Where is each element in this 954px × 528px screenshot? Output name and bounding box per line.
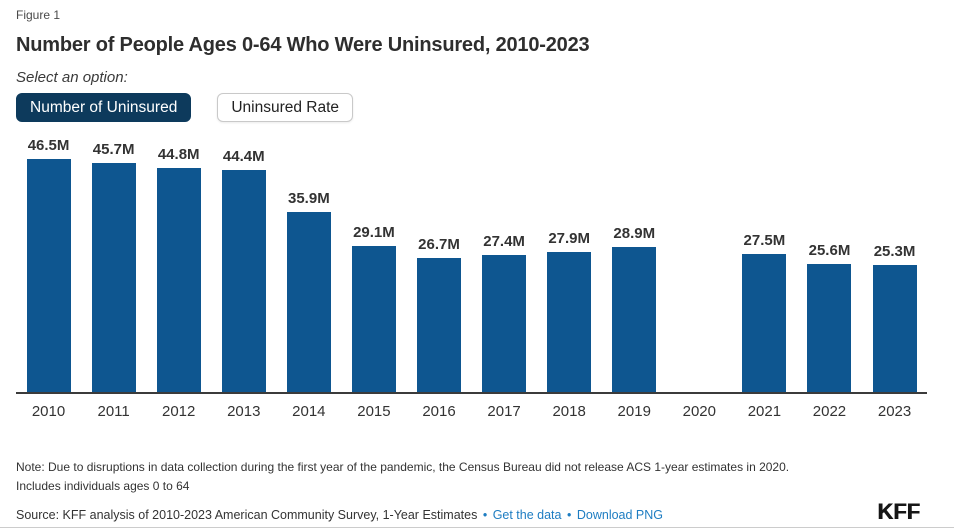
bar-column-2019: 28.9M — [602, 225, 667, 392]
bar-column-2023: 25.3M — [862, 243, 927, 392]
x-axis-label-2018: 2018 — [552, 402, 586, 420]
figure-label: Figure 1 — [16, 8, 61, 22]
bar-column-2022: 25.6M — [797, 242, 862, 392]
x-axis-label-2012: 2012 — [162, 402, 196, 420]
note-line-2: Includes individuals ages 0 to 64 — [16, 478, 190, 493]
x-axis-label-2011: 2011 — [97, 402, 130, 420]
bar-2022[interactable] — [807, 263, 852, 392]
bar-column-2013: 44.4M — [211, 148, 276, 392]
x-axis-label-2022: 2022 — [812, 402, 847, 420]
toggle-number-of-uninsured[interactable]: Number of Uninsured — [16, 92, 192, 122]
bar-2023[interactable] — [872, 264, 917, 392]
x-axis-label-2013: 2013 — [227, 402, 261, 420]
bar-value-label: 26.7M — [418, 235, 460, 253]
bar-value-label: 25.6M — [808, 241, 851, 259]
x-axis-label-2021: 2021 — [747, 402, 782, 420]
source-text: Source: KFF analysis of 2010-2023 Americ… — [16, 508, 663, 522]
bar-value-label: 29.1M — [353, 223, 395, 241]
chart-title: Number of People Ages 0-64 Who Were Unin… — [16, 33, 590, 56]
bar-column-2014: 35.9M — [276, 190, 341, 392]
select-option-prompt: Select an option: — [16, 68, 128, 86]
source-prefix: Source: KFF analysis of 2010-2023 Americ… — [16, 507, 478, 522]
bar-value-label: 25.3M — [873, 242, 916, 260]
bar-value-label: 27.4M — [483, 232, 525, 250]
x-axis-label-2016: 2016 — [422, 402, 456, 420]
bar-column-2011: 45.7M — [81, 141, 146, 392]
bar-value-label: 44.4M — [222, 147, 265, 165]
bar-column-2010: 46.5M — [16, 137, 81, 392]
x-axis: 2010 2011 2012 2013 2014 2015 2016 2017 2018 2019… — [16, 394, 927, 420]
bar-2013[interactable] — [221, 169, 266, 392]
bar-column-2021: 27.5M — [732, 232, 797, 392]
x-axis-label-2017: 2017 — [487, 402, 521, 420]
footer-divider — [0, 526, 954, 528]
bar-column-2016: 26.7M — [406, 236, 471, 392]
bar-2017[interactable] — [482, 254, 527, 392]
bar-2019[interactable] — [612, 246, 657, 392]
x-axis-label-2010: 2010 — [31, 402, 66, 420]
bar-2018[interactable] — [547, 251, 592, 392]
bar-column-2018: 27.9M — [537, 230, 602, 392]
source-row: Source: KFF analysis of 2010-2023 Americ… — [16, 499, 938, 525]
bar-2016[interactable] — [417, 257, 461, 392]
bar-2010[interactable] — [26, 158, 71, 392]
toggle-button-group: Number of Uninsured Uninsured Rate — [16, 92, 938, 122]
bar-2011[interactable] — [91, 162, 136, 392]
bar-chart: 46.5M 45.7M 44.8M 44.4M 35.9M 29.1M 26.7M 27.4M… — [16, 137, 927, 420]
toggle-uninsured-rate[interactable]: Uninsured Rate — [217, 92, 354, 122]
bar-2015[interactable] — [351, 245, 396, 392]
bar-column-2017: 27.4M — [472, 233, 537, 392]
download-png-link[interactable]: Download PNG — [576, 507, 664, 522]
bar-2012[interactable] — [156, 167, 201, 392]
x-axis-label-2014: 2014 — [292, 402, 326, 420]
bar-value-label: 46.5M — [27, 136, 70, 154]
x-axis-label-2023: 2023 — [877, 402, 912, 420]
bar-value-label: 27.9M — [548, 229, 591, 247]
bar-column-2012: 44.8M — [146, 146, 211, 392]
note-text: Note: Due to disruptions in data collect… — [16, 458, 938, 495]
plot-area: 46.5M 45.7M 44.8M 44.4M 35.9M 29.1M 26.7M 27.4M… — [16, 137, 927, 394]
get-the-data-link[interactable]: Get the data — [492, 507, 562, 522]
bar-value-label: 44.8M — [157, 145, 200, 163]
separator-dot: • — [482, 507, 488, 522]
bar-2021[interactable] — [742, 253, 787, 392]
kff-logo: KFF — [877, 499, 920, 525]
bar-column-2015: 29.1M — [341, 224, 406, 392]
bar-value-label: 27.5M — [743, 231, 786, 249]
x-axis-label-2019: 2019 — [617, 402, 651, 420]
x-axis-label-2020: 2020 — [682, 402, 716, 420]
bar-value-label: 45.7M — [92, 140, 135, 158]
bar-value-label: 28.9M — [613, 224, 656, 242]
bar-2014[interactable] — [286, 211, 331, 392]
separator-dot: • — [566, 507, 572, 522]
x-axis-label-2015: 2015 — [357, 402, 391, 420]
bar-value-label: 35.9M — [288, 189, 330, 207]
note-line-1: Note: Due to disruptions in data collect… — [16, 459, 790, 474]
